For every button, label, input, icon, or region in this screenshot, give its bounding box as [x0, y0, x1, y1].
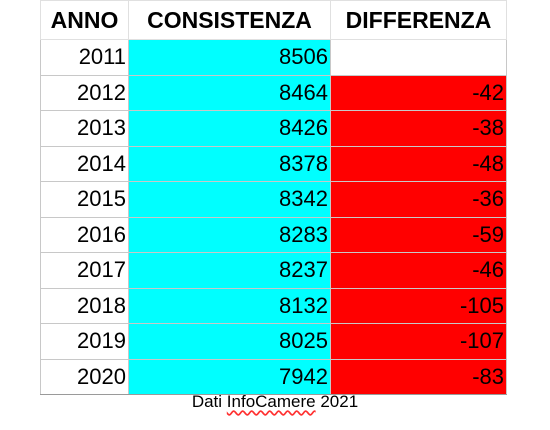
header-anno[interactable]: ANNO: [40, 0, 129, 40]
table-row: 2019 8025 -107: [40, 323, 507, 360]
cell-differenza[interactable]: -46: [330, 252, 507, 289]
table-row: 2015 8342 -36: [40, 181, 507, 218]
cell-consistenza[interactable]: 7942: [128, 358, 331, 395]
header-consistenza[interactable]: CONSISTENZA: [128, 0, 331, 40]
cell-anno[interactable]: 2014: [40, 145, 129, 182]
cell-differenza[interactable]: -105: [330, 287, 507, 324]
header-row: ANNO CONSISTENZA DIFFERENZA: [40, 0, 507, 40]
cell-consistenza[interactable]: 8025: [128, 323, 331, 360]
cell-anno[interactable]: 2013: [40, 110, 129, 147]
cell-anno[interactable]: 2012: [40, 74, 129, 111]
source-caption[interactable]: Dati InfoCamere 2021: [0, 392, 550, 412]
table-row: 2013 8426 -38: [40, 110, 507, 147]
table-row: 2012 8464 -42: [40, 74, 507, 111]
cell-consistenza[interactable]: 8378: [128, 145, 331, 182]
cell-differenza[interactable]: -48: [330, 145, 507, 182]
caption-spellcheck-word: InfoCamere: [226, 392, 316, 411]
cell-differenza[interactable]: -42: [330, 74, 507, 111]
cell-consistenza[interactable]: 8283: [128, 216, 331, 253]
cell-differenza[interactable]: -59: [330, 216, 507, 253]
table-row: 2011 8506: [40, 39, 507, 76]
table-row: 2017 8237 -46: [40, 252, 507, 289]
table-row: 2020 7942 -83: [40, 358, 507, 395]
cell-consistenza[interactable]: 8426: [128, 110, 331, 147]
cell-consistenza[interactable]: 8237: [128, 252, 331, 289]
cell-anno[interactable]: 2018: [40, 287, 129, 324]
cell-consistenza[interactable]: 8132: [128, 287, 331, 324]
cell-differenza[interactable]: -83: [330, 358, 507, 395]
cell-differenza[interactable]: [330, 39, 507, 76]
cell-differenza[interactable]: -107: [330, 323, 507, 360]
header-differenza[interactable]: DIFFERENZA: [330, 0, 507, 40]
cell-anno[interactable]: 2020: [40, 358, 129, 395]
caption-suffix: 2021: [315, 392, 359, 411]
cell-anno[interactable]: 2019: [40, 323, 129, 360]
cell-consistenza[interactable]: 8506: [128, 39, 331, 76]
cell-anno[interactable]: 2015: [40, 181, 129, 218]
cell-anno[interactable]: 2017: [40, 252, 129, 289]
cell-consistenza[interactable]: 8464: [128, 74, 331, 111]
cell-differenza[interactable]: -36: [330, 181, 507, 218]
data-table: ANNO CONSISTENZA DIFFERENZA 2011 8506 20…: [40, 0, 507, 395]
table-row: 2016 8283 -59: [40, 216, 507, 253]
table-row: 2018 8132 -105: [40, 287, 507, 324]
cell-consistenza[interactable]: 8342: [128, 181, 331, 218]
caption-prefix: Dati: [191, 392, 227, 411]
table-row: 2014 8378 -48: [40, 145, 507, 182]
cell-anno[interactable]: 2016: [40, 216, 129, 253]
cell-anno[interactable]: 2011: [40, 39, 129, 76]
cell-differenza[interactable]: -38: [330, 110, 507, 147]
